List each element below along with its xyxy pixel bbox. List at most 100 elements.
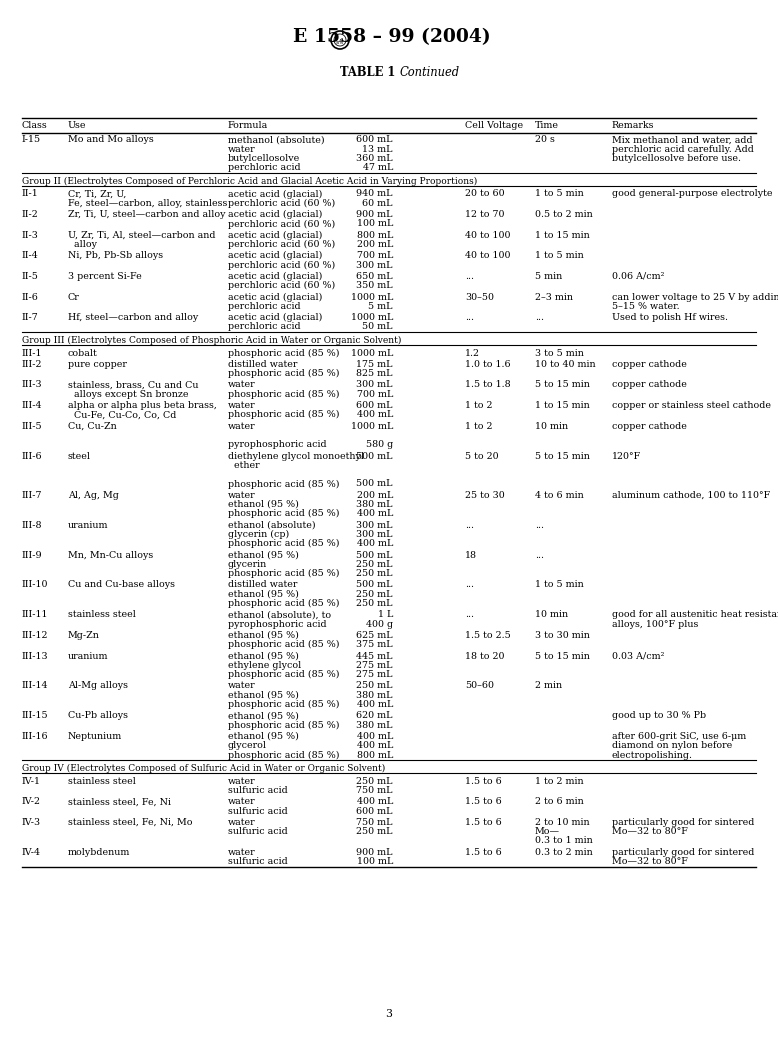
- Text: acetic acid (glacial): acetic acid (glacial): [228, 210, 322, 220]
- Text: III-6: III-6: [22, 452, 43, 460]
- Text: 360 mL: 360 mL: [356, 154, 393, 163]
- Text: Al, Ag, Mg: Al, Ag, Mg: [68, 490, 119, 500]
- Text: 1000 mL: 1000 mL: [351, 313, 393, 322]
- Text: phosphoric acid (85 %): phosphoric acid (85 %): [228, 569, 339, 578]
- Text: 1.5 to 6: 1.5 to 6: [465, 847, 502, 857]
- Text: 800 mL: 800 mL: [356, 751, 393, 760]
- Text: perchloric acid: perchloric acid: [228, 302, 300, 311]
- Text: alloys, 100°F plus: alloys, 100°F plus: [612, 619, 699, 629]
- Text: Mg-Zn: Mg-Zn: [68, 631, 100, 640]
- Text: 2 min: 2 min: [535, 682, 562, 690]
- Text: phosphoric acid (85 %): phosphoric acid (85 %): [228, 751, 339, 760]
- Text: 275 mL: 275 mL: [356, 670, 393, 679]
- Text: diamond on nylon before: diamond on nylon before: [612, 741, 732, 751]
- Text: 600 mL: 600 mL: [356, 135, 393, 145]
- Text: 1.5 to 6: 1.5 to 6: [465, 818, 502, 827]
- Text: II-5: II-5: [22, 272, 39, 281]
- Text: water: water: [228, 847, 256, 857]
- Text: butylcellosolve: butylcellosolve: [228, 154, 300, 163]
- Text: II-2: II-2: [22, 210, 39, 219]
- Text: perchloric acid (60 %): perchloric acid (60 %): [228, 281, 335, 290]
- Text: ...: ...: [535, 551, 544, 559]
- Text: sulfuric acid: sulfuric acid: [228, 857, 288, 866]
- Text: 650 mL: 650 mL: [356, 272, 393, 281]
- Text: acetic acid (glacial): acetic acid (glacial): [228, 251, 322, 260]
- Text: Time: Time: [535, 121, 559, 130]
- Text: IV-2: IV-2: [22, 797, 41, 806]
- Text: pure copper: pure copper: [68, 360, 127, 369]
- Text: stainless steel: stainless steel: [68, 777, 136, 786]
- Text: 1 to 2: 1 to 2: [465, 401, 492, 410]
- Text: Class: Class: [22, 121, 47, 130]
- Text: III-11: III-11: [22, 610, 48, 619]
- Text: copper or stainless steel cathode: copper or stainless steel cathode: [612, 401, 771, 410]
- Text: 400 g: 400 g: [366, 619, 393, 629]
- Text: 825 mL: 825 mL: [356, 370, 393, 378]
- Text: IV-4: IV-4: [22, 847, 41, 857]
- Text: 500 mL: 500 mL: [356, 551, 393, 559]
- Text: 1 to 5 min: 1 to 5 min: [535, 189, 584, 199]
- Text: 0.3 to 1 min: 0.3 to 1 min: [535, 836, 593, 845]
- Text: acetic acid (glacial): acetic acid (glacial): [228, 272, 322, 281]
- Text: water: water: [228, 145, 256, 154]
- Text: water: water: [228, 380, 256, 389]
- Text: ...: ...: [465, 610, 474, 619]
- Text: phosphoric acid (85 %): phosphoric acid (85 %): [228, 670, 339, 679]
- Text: 2 to 6 min: 2 to 6 min: [535, 797, 584, 806]
- Text: Mix methanol and water, add: Mix methanol and water, add: [612, 135, 752, 145]
- Text: ethanol (95 %): ethanol (95 %): [228, 711, 299, 720]
- Text: ...: ...: [535, 313, 544, 322]
- Text: 12 to 70: 12 to 70: [465, 210, 504, 219]
- Text: 175 mL: 175 mL: [356, 360, 393, 369]
- Text: 275 mL: 275 mL: [356, 661, 393, 669]
- Text: perchloric acid (60 %): perchloric acid (60 %): [228, 260, 335, 270]
- Text: methanol (absolute): methanol (absolute): [228, 135, 324, 145]
- Text: 380 mL: 380 mL: [356, 720, 393, 730]
- Text: Hf, steel—carbon and alloy: Hf, steel—carbon and alloy: [68, 313, 198, 322]
- Text: 300 mL: 300 mL: [356, 520, 393, 530]
- Text: Mo—32 to 80°F: Mo—32 to 80°F: [612, 828, 688, 836]
- Text: 10 to 40 min: 10 to 40 min: [535, 360, 596, 369]
- Text: 5–15 % water.: 5–15 % water.: [612, 302, 680, 311]
- Text: ethylene glycol: ethylene glycol: [228, 661, 301, 669]
- Text: III-12: III-12: [22, 631, 48, 640]
- Text: copper cathode: copper cathode: [612, 422, 687, 431]
- Text: 1000 mL: 1000 mL: [351, 422, 393, 431]
- Text: phosphoric acid (85 %): phosphoric acid (85 %): [228, 539, 339, 549]
- Text: perchloric acid: perchloric acid: [228, 323, 300, 331]
- Text: 1.2: 1.2: [465, 349, 480, 357]
- Text: phosphoric acid (85 %): phosphoric acid (85 %): [228, 700, 339, 709]
- Text: 900 mL: 900 mL: [356, 210, 393, 219]
- Text: Zr, Ti, U, steel—carbon and alloy: Zr, Ti, U, steel—carbon and alloy: [68, 210, 226, 219]
- Text: 10 min: 10 min: [535, 610, 568, 619]
- Text: 0.06 A/cm²: 0.06 A/cm²: [612, 272, 664, 281]
- Text: water: water: [228, 682, 256, 690]
- Text: 300 mL: 300 mL: [356, 380, 393, 389]
- Text: 18 to 20: 18 to 20: [465, 652, 504, 660]
- Text: II-1: II-1: [22, 189, 39, 199]
- Text: 1.5 to 1.8: 1.5 to 1.8: [465, 380, 510, 389]
- Text: 625 mL: 625 mL: [356, 631, 393, 640]
- Text: 400 mL: 400 mL: [356, 700, 393, 709]
- Text: alpha or alpha plus beta brass,: alpha or alpha plus beta brass,: [68, 401, 217, 410]
- Text: 940 mL: 940 mL: [356, 189, 393, 199]
- Text: III-13: III-13: [22, 652, 48, 660]
- Text: Use: Use: [68, 121, 86, 130]
- Text: Cu, Cu-Zn: Cu, Cu-Zn: [68, 422, 117, 431]
- Text: 3 to 5 min: 3 to 5 min: [535, 349, 584, 357]
- Text: water: water: [228, 422, 256, 431]
- Text: 300 mL: 300 mL: [356, 530, 393, 539]
- Text: ...: ...: [465, 520, 474, 530]
- Text: 3 percent Si-Fe: 3 percent Si-Fe: [68, 272, 142, 281]
- Text: Mo—: Mo—: [535, 828, 560, 836]
- Text: acetic acid (glacial): acetic acid (glacial): [228, 189, 322, 199]
- Text: III-1: III-1: [22, 349, 43, 357]
- Text: III-15: III-15: [22, 711, 48, 720]
- Text: pyrophosphoric acid: pyrophosphoric acid: [228, 440, 327, 450]
- Text: acetic acid (glacial): acetic acid (glacial): [228, 313, 322, 323]
- Text: 500 mL: 500 mL: [356, 581, 393, 589]
- Text: III-3: III-3: [22, 380, 43, 389]
- Text: 250 mL: 250 mL: [356, 682, 393, 690]
- Text: uranium: uranium: [68, 652, 108, 660]
- Text: acetic acid (glacial): acetic acid (glacial): [228, 293, 322, 302]
